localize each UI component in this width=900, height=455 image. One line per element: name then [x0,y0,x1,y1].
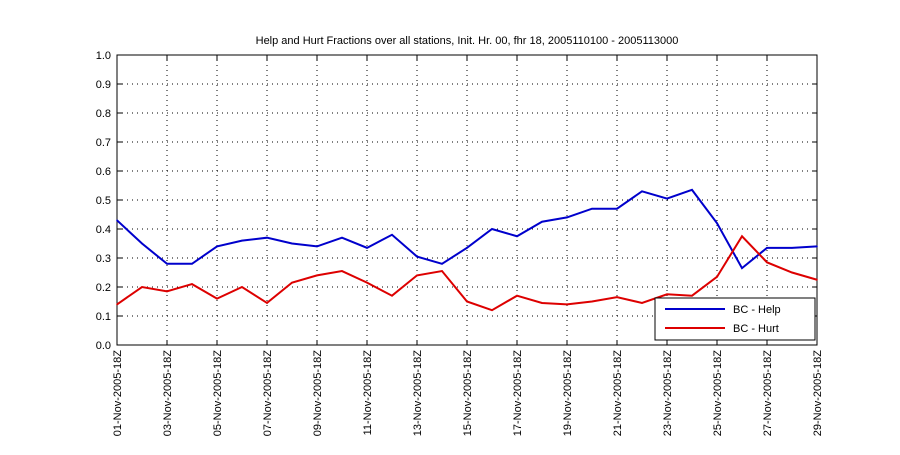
x-tick-label: 25-Nov-2005-18Z [712,350,724,436]
x-tick-label: 01-Nov-2005-18Z [112,350,124,436]
y-tick-label: 0.0 [96,340,111,352]
data-point [691,189,693,191]
data-point [741,235,743,238]
data-point [141,286,143,288]
legend-label-help: BC - Help [733,304,781,316]
data-point [591,207,593,210]
data-point [566,303,568,306]
data-point [366,281,368,284]
legend: BC - Help BC - Hurt [654,297,816,341]
data-point [816,278,818,281]
data-point [166,290,168,293]
data-point [391,294,393,297]
data-point [516,235,518,238]
y-tick-label: 0.4 [96,224,111,236]
x-tick-label: 27-Nov-2005-18Z [762,350,774,436]
data-point [291,281,293,284]
data-point [766,261,768,264]
chart-title: Help and Hurt Fractions over all station… [256,35,679,47]
data-point [141,242,143,245]
data-point [316,245,318,248]
data-point [491,309,493,312]
data-point [791,247,793,249]
data-point [641,302,643,304]
data-point [241,239,243,242]
data-point [541,302,543,304]
data-point [566,216,568,219]
data-point [191,263,193,265]
data-point [466,247,468,249]
data-point [216,297,218,300]
data-point [666,293,668,296]
data-point [766,247,768,249]
data-point [241,286,243,288]
y-tick-label: 0.1 [96,311,111,323]
data-point [791,271,793,274]
y-axis: 0.0 0.1 0.2 0.3 0.4 0.5 0.6 0.7 0.8 0.9 1.0 [96,50,817,352]
x-tick-label: 05-Nov-2005-18Z [212,350,224,436]
legend-label-hurt: BC - Hurt [733,323,779,335]
y-tick-label: 0.2 [96,282,111,294]
data-point [216,245,218,248]
y-tick-label: 0.3 [96,253,111,265]
y-tick-label: 0.5 [96,195,111,207]
data-point [616,207,618,210]
x-tick-label: 13-Nov-2005-18Z [412,350,424,436]
data-point [391,234,393,236]
x-tick-label: 23-Nov-2005-18Z [662,350,674,436]
data-point [591,300,593,303]
data-point [416,255,418,258]
data-point [291,242,293,245]
x-axis: 01-Nov-2005-18Z 03-Nov-2005-18Z 05-Nov-200… [112,55,824,436]
data-point [166,263,168,265]
x-tick-label: 07-Nov-2005-18Z [262,350,274,436]
data-point [691,294,693,297]
y-tick-label: 1.0 [96,50,111,62]
x-tick-label: 17-Nov-2005-18Z [512,350,524,436]
x-tick-label: 15-Nov-2005-18Z [462,350,474,436]
data-point [616,296,618,298]
data-point [466,300,468,303]
data-point [741,267,743,269]
data-point [516,294,518,297]
data-point [641,190,643,193]
y-tick-label: 0.6 [96,166,111,178]
data-point [316,274,318,277]
data-point [266,302,268,304]
grid-lines [117,55,817,345]
x-tick-label: 11-Nov-2005-18Z [362,350,374,436]
data-point [441,263,443,265]
data-point [716,276,718,278]
data-point [716,222,718,224]
y-tick-label: 0.7 [96,137,111,149]
x-tick-label: 29-Nov-2005-18Z [812,350,824,436]
x-tick-label: 03-Nov-2005-18Z [162,350,174,436]
data-point [441,270,443,272]
data-point [116,303,118,306]
series-lines [116,188,818,312]
y-tick-label: 0.8 [96,108,111,120]
x-tick-label: 19-Nov-2005-18Z [562,350,574,436]
data-point [541,220,543,223]
data-point [341,236,343,239]
data-point [266,236,268,239]
data-point [366,247,368,249]
data-point [416,274,418,277]
data-point [191,283,193,285]
data-point [116,219,118,222]
data-point [491,228,493,230]
y-tick-label: 0.9 [96,79,111,91]
data-point [341,270,343,272]
data-point [666,197,668,200]
data-point [816,245,818,248]
x-tick-label: 21-Nov-2005-18Z [612,350,624,436]
x-tick-label: 09-Nov-2005-18Z [312,350,324,436]
